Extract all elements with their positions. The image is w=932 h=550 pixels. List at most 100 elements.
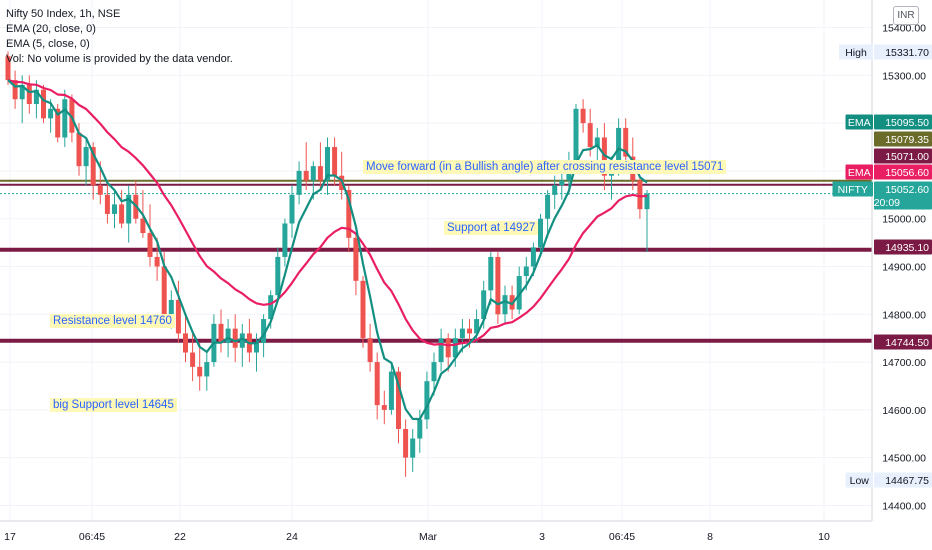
annotation-big-support[interactable]: big Support level 14645: [50, 398, 177, 412]
candle-body: [183, 333, 188, 353]
candle-body: [474, 319, 480, 334]
candle-body: [367, 338, 373, 363]
candle-body: [523, 266, 529, 277]
candle-body: [197, 366, 203, 377]
price-tick-label: 14800.00: [882, 309, 926, 321]
candle-body: [225, 328, 231, 343]
price-tag-label-box: [832, 181, 873, 197]
price-tick-label: 14500.00: [882, 453, 926, 465]
time-axis-bg: [0, 521, 872, 550]
candle-body: [332, 147, 338, 176]
candle-body: [261, 319, 267, 343]
price-tick-label: 15400.00: [882, 23, 926, 35]
candle-body: [381, 405, 387, 410]
volume-note: Vol: No volume is provided by the data v…: [6, 53, 233, 65]
chart-grid: [0, 0, 872, 521]
candle-body: [310, 166, 316, 181]
candle-body: [360, 280, 366, 339]
price-tags: 15331.70High15095.50EMA15079.3515071.001…: [832, 44, 932, 488]
currency-badge[interactable]: INR: [893, 6, 919, 25]
price-tag-label-box: [845, 114, 873, 130]
price-axis: 14400.00 14500.00 14600.00 14700.00 14800.00…: [871, 0, 932, 550]
candle-body: [644, 193, 650, 210]
price-tick-label: 15000.00: [882, 214, 926, 226]
candle-body: [325, 147, 330, 181]
price-tag-box: [874, 472, 932, 488]
price-tag-level: 14744.50: [874, 334, 932, 350]
candle-body: [289, 194, 295, 224]
price-tag-label-box: [845, 164, 873, 180]
candle-body: [431, 362, 437, 382]
candle-body: [296, 170, 302, 195]
price-tag-low: 14467.75 Low: [845, 472, 932, 488]
price-tick-label: 14900.00: [882, 262, 926, 274]
candle-body: [119, 204, 125, 224]
time-tick-label: 06:45: [79, 531, 105, 543]
candle-body: [346, 190, 352, 238]
price-tag-label-box: [845, 472, 873, 488]
candle-body: [559, 180, 565, 186]
price-tag-value: 15056.60: [885, 167, 929, 179]
horizontal-levels: [0, 179, 872, 343]
candle-body: [580, 108, 586, 124]
candle-body: [140, 218, 146, 234]
price-axis-bg: [872, 0, 932, 550]
candle-body: [62, 99, 68, 138]
price-tag-value: 15331.70: [885, 47, 929, 59]
price-tag-box: [874, 239, 932, 255]
candle-body: [19, 84, 25, 100]
candle-body: [452, 338, 458, 358]
price-tick-label: 14400.00: [882, 500, 926, 512]
price-tag-value: 14935.10: [885, 242, 929, 254]
price-tag-level: 15071.00: [874, 148, 932, 164]
ema5-legend[interactable]: EMA (5, close, 0): [6, 38, 90, 50]
candle-body: [396, 371, 401, 429]
candle-body: [190, 352, 196, 367]
price-tag-box: [874, 131, 932, 147]
ema20-line: [7, 79, 648, 347]
candle-body: [112, 204, 117, 214]
price-tag-value: 15071.00: [885, 151, 929, 163]
symbol-title[interactable]: Nifty 50 Index, 1h, NSE: [6, 8, 121, 20]
price-tick-label: 14600.00: [882, 405, 926, 417]
candle-body: [502, 295, 508, 315]
candle-body: [445, 338, 451, 358]
candle-body: [317, 166, 323, 181]
time-tick-label: 10: [818, 531, 830, 543]
candle-body: [530, 247, 536, 267]
annotation-resistance-14760[interactable]: Resistance level 14760: [50, 314, 175, 328]
candle-body: [239, 333, 245, 348]
price-tag-level: 14935.10: [874, 239, 932, 255]
time-tick-label: Mar: [419, 531, 438, 543]
candle-body: [204, 362, 210, 377]
price-tick-label: 14700.00: [882, 357, 926, 369]
candle-body: [5, 56, 11, 81]
candle-body: [303, 170, 309, 181]
price-tag-box: [874, 334, 932, 350]
annotation-move-forward[interactable]: Move forward (in a Bullish angle) after …: [363, 160, 727, 174]
price-tag-box: [874, 114, 932, 130]
candle-body: [90, 147, 96, 186]
price-tag-high: 15331.70 High: [839, 44, 932, 60]
price-tag-label: EMA: [848, 167, 871, 179]
candle-body: [488, 256, 494, 291]
candle-body: [467, 328, 472, 334]
candle-body: [26, 84, 32, 105]
price-tick-label: 15300.00: [882, 70, 926, 82]
candle-body: [552, 185, 558, 195]
candle-body: [637, 180, 643, 210]
candle-body: [161, 266, 167, 315]
candle-body: [403, 428, 409, 458]
candle-body: [97, 185, 103, 195]
candle-body: [573, 108, 579, 162]
candle-body: [410, 438, 416, 458]
annotation-support-14927[interactable]: Support at 14927: [444, 221, 539, 235]
price-tag-value: 15052.60: [885, 184, 929, 196]
price-tag-value: 15079.35: [885, 134, 929, 146]
ema20-legend[interactable]: EMA (20, close, 0): [6, 23, 96, 35]
candle-body: [616, 127, 622, 167]
price-tag-sub: 20:09: [874, 197, 900, 209]
time-tick-label: 22: [174, 531, 186, 543]
